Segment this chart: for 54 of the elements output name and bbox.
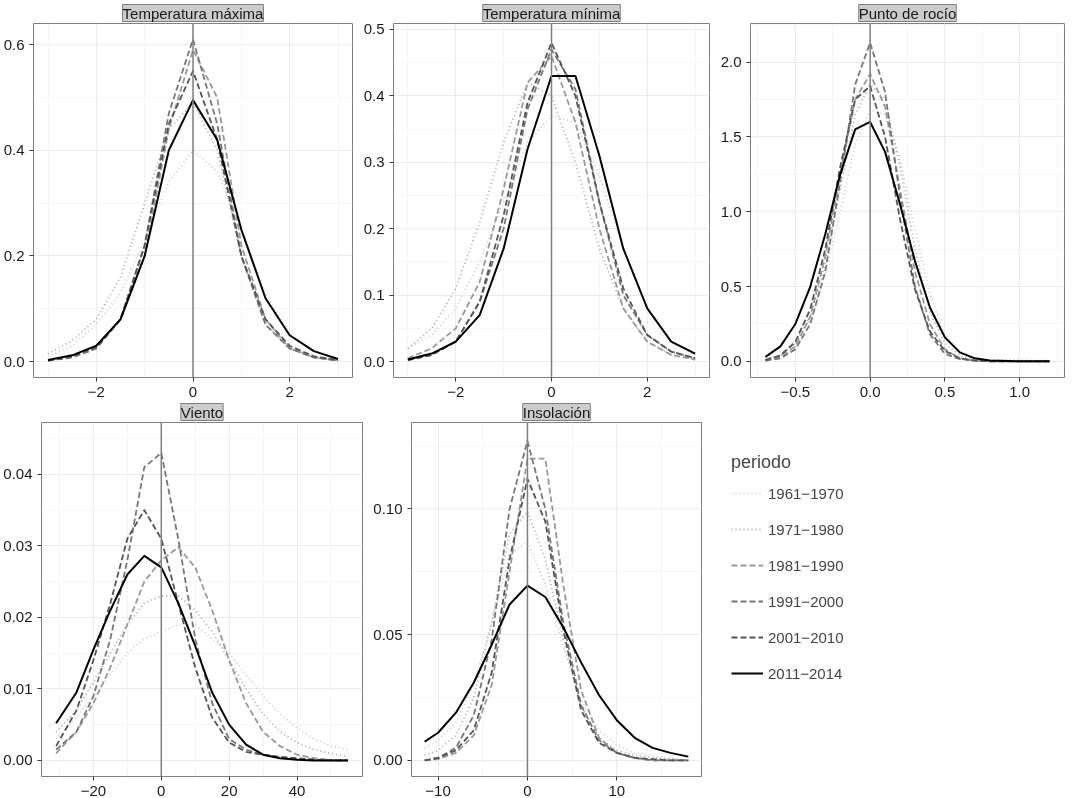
y-tick-label: 0.4 xyxy=(3,141,25,159)
y-tick-label: 0.02 xyxy=(3,608,33,626)
y-tick-label: 0.00 xyxy=(3,751,33,769)
legend-label: 2011−2014 xyxy=(768,664,843,682)
y-tick-label: 0.03 xyxy=(3,536,33,554)
y-tick-label: 0.4 xyxy=(363,86,385,104)
chart-title: Punto de rocío xyxy=(858,4,957,22)
y-tick-label: 0.2 xyxy=(363,219,385,237)
y-tick-label: 0.0 xyxy=(720,352,742,370)
x-tick-label: 20 xyxy=(220,781,238,798)
y-tick-label: 2.0 xyxy=(720,53,742,71)
x-tick-label: 0 xyxy=(188,382,198,400)
y-tick-label: 1.5 xyxy=(720,127,742,145)
line-series xyxy=(423,584,690,758)
legend-label: 1981−1990 xyxy=(768,556,844,574)
legend-label: 1961−1970 xyxy=(768,484,844,502)
legend-label: 1991−2000 xyxy=(768,592,844,610)
y-tick-label: 0.1 xyxy=(363,286,385,304)
y-tick-label: 0.5 xyxy=(720,277,742,295)
y-tick-label: 0.3 xyxy=(363,153,385,171)
x-tick-label: 0 xyxy=(157,781,166,798)
x-tick-label: 2 xyxy=(643,382,652,400)
x-tick-label: 0 xyxy=(547,382,556,400)
line-series xyxy=(55,623,349,751)
legend-label: 1971−1980 xyxy=(768,520,844,538)
y-tick-label: 0.01 xyxy=(3,679,33,697)
y-tick-label: 0.0 xyxy=(363,352,385,370)
x-tick-label: −20 xyxy=(80,781,107,798)
x-tick-label: 1.0 xyxy=(1009,382,1031,400)
x-tick-label: 40 xyxy=(288,781,306,798)
y-tick-label: 0.00 xyxy=(373,751,403,769)
y-tick-label: 0.2 xyxy=(3,246,25,264)
x-tick-label: 0.0 xyxy=(859,382,881,400)
chart-title: Viento xyxy=(180,403,224,421)
x-tick-label: −2 xyxy=(87,382,105,400)
legend-title: periodo xyxy=(731,452,793,473)
x-tick-label: −0.5 xyxy=(780,382,811,400)
legend-label: 2001−2010 xyxy=(768,628,844,646)
y-tick-label: 0.10 xyxy=(373,499,403,517)
x-tick-label: 0 xyxy=(523,781,532,798)
chart-title: Temperatura mínima xyxy=(482,4,621,22)
x-tick-label: 10 xyxy=(608,781,626,798)
y-tick-label: 0.5 xyxy=(363,20,385,38)
y-tick-label: 0.04 xyxy=(3,465,33,483)
y-tick-label: 0.6 xyxy=(3,35,25,53)
x-tick-label: −10 xyxy=(425,781,451,798)
y-tick-label: 1.0 xyxy=(720,202,742,220)
y-tick-label: 0.05 xyxy=(373,625,403,643)
x-tick-label: 2 xyxy=(285,382,294,400)
x-tick-label: −2 xyxy=(447,382,465,400)
chart-title: Temperatura máxima xyxy=(122,4,265,22)
x-tick-label: 0.5 xyxy=(934,382,956,400)
y-tick-label: 0.0 xyxy=(3,352,25,370)
chart-title: Insolación xyxy=(522,403,591,421)
